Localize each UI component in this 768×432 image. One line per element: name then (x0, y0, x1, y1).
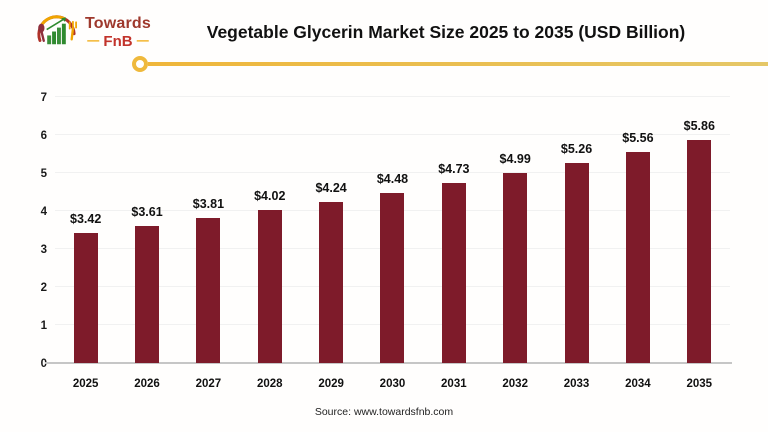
bar-value-label: $3.81 (192, 197, 225, 212)
y-tick-label: 2 (40, 282, 47, 294)
y-tick-label: 3 (40, 244, 47, 256)
bar-column: $4.24 2029 (300, 97, 361, 390)
bar-value-label: $4.02 (254, 189, 286, 204)
source-note: Source: www.towardsfnb.com (314, 406, 454, 418)
page-title: Vegetable Glycerin Market Size 2025 to 2… (206, 22, 686, 42)
x-tick-label: 2025 (72, 378, 99, 390)
bar (503, 173, 528, 363)
y-tick-label: 6 (40, 130, 47, 142)
bar (380, 192, 405, 363)
x-tick-label: 2026 (134, 378, 160, 390)
bar (687, 140, 712, 363)
gridline (55, 134, 730, 135)
x-tick-label: 2032 (502, 378, 528, 390)
bar-value-label: $5.56 (622, 130, 654, 145)
bar-column: $3.61 2026 (116, 97, 177, 390)
y-tick-label: 7 (40, 92, 47, 104)
towardsfnb-logo-icon (37, 15, 77, 54)
bar (196, 218, 221, 363)
bar-value-label: $3.42 (70, 212, 102, 227)
columns: $3.42 2025 $3.61 2026 $3.81 2027 $4.02 2028 $4.2… (55, 97, 730, 390)
x-tick-label: 2035 (686, 378, 713, 390)
bar-column: $5.26 2033 (546, 97, 607, 390)
bar-column: $5.56 2034 (607, 97, 668, 390)
brand-dash-right: — (136, 33, 149, 47)
bar (625, 151, 650, 363)
gridline (55, 172, 730, 173)
x-tick-label: 2030 (379, 378, 406, 390)
brand-fnb: FnB (103, 33, 133, 50)
gridline (55, 96, 730, 97)
bar (319, 201, 344, 363)
brand-dash-left: — (87, 33, 100, 47)
bar-column: $4.73 2031 (423, 97, 484, 390)
bar-column: $4.02 2028 (239, 97, 300, 390)
y-tick-label: 4 (40, 206, 47, 218)
divider-ring-icon (132, 56, 148, 72)
brand-logo: Towards — FnB — (33, 9, 151, 56)
bar-value-label: $5.86 (683, 119, 715, 134)
x-axis-line (45, 362, 732, 364)
bar-value-label: $5.26 (560, 142, 593, 157)
bar-column: $4.48 2030 (362, 97, 423, 390)
bar (257, 210, 282, 363)
y-tick-label: 5 (40, 168, 47, 180)
bar (73, 233, 98, 363)
bar-column: $3.42 2025 (55, 97, 116, 390)
y-tick-label: 1 (40, 320, 47, 332)
bar-chart: 0 1 2 3 4 5 6 7 $3.42 2025 $3.61 2026 $3.81 2027 $4.0… (41, 92, 732, 390)
bar (564, 163, 589, 363)
x-tick-label: 2028 (256, 378, 283, 390)
bar-column: $4.99 2032 (485, 97, 546, 390)
y-tick-label: 0 (40, 358, 47, 370)
brand-wordmark: Towards — FnB — (85, 15, 152, 50)
divider-line (148, 62, 768, 66)
brand-name-bottom: — FnB — (85, 34, 151, 49)
x-tick-label: 2034 (625, 378, 651, 390)
x-tick-label: 2033 (563, 378, 590, 390)
x-tick-label: 2027 (195, 378, 222, 390)
x-tick-label: 2031 (441, 378, 467, 390)
bar-value-label: $4.73 (438, 162, 470, 177)
bar-value-label: $4.99 (499, 152, 531, 167)
brand-name-top: Towards (85, 15, 152, 32)
bar-value-label: $4.48 (376, 171, 409, 186)
bar (441, 183, 466, 363)
bar-value-label: $4.24 (315, 180, 347, 195)
bar-value-label: $3.61 (131, 204, 163, 219)
bar (135, 225, 160, 363)
x-tick-label: 2029 (318, 378, 344, 390)
bar-column: $3.81 2027 (178, 97, 239, 390)
bar-column: $5.86 2035 (669, 97, 730, 390)
